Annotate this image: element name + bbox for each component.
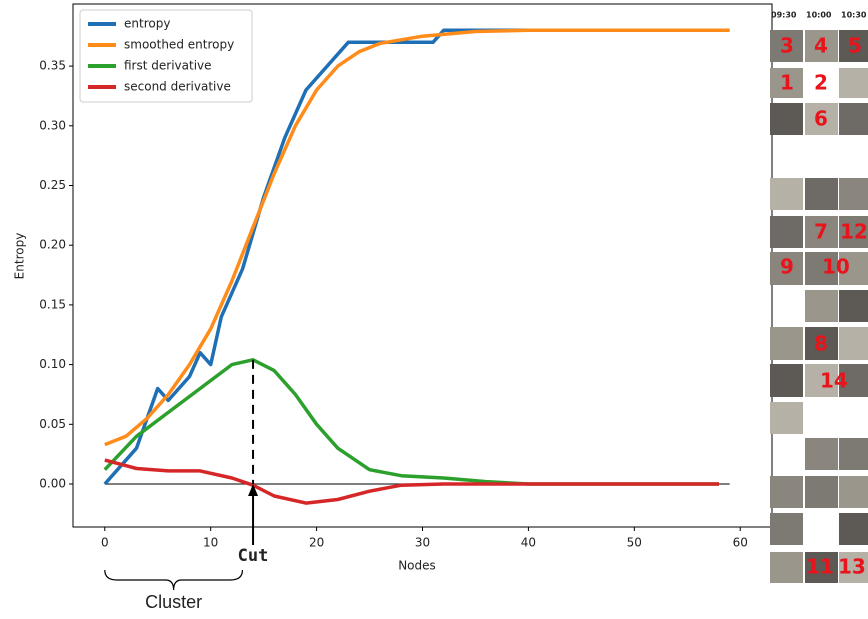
thumbnail-number: 2	[814, 71, 828, 95]
thumbnail	[770, 216, 803, 248]
cluster-label: Cluster	[145, 592, 202, 612]
y-tick-label: 0.30	[39, 118, 66, 132]
thumbnail-number: 14	[820, 369, 848, 393]
cluster-brace	[104, 569, 244, 591]
y-tick-label: 0.25	[39, 178, 66, 192]
thumbnail-number: 11	[806, 555, 834, 579]
thumbnail-number: 13	[838, 555, 866, 579]
thumbnail	[770, 552, 803, 583]
y-tick-label: 0.20	[39, 238, 66, 252]
thumbnail	[839, 252, 868, 285]
thumbnail	[805, 252, 838, 285]
thumbnail-number: 3	[780, 34, 794, 58]
thumbnail	[770, 327, 803, 360]
thumbnail	[839, 30, 868, 62]
thumbnail-number: 7	[814, 220, 828, 244]
thumbnail	[839, 327, 868, 360]
thumbnail	[839, 552, 868, 583]
thumbnail-number: 1	[780, 71, 794, 95]
y-axis-label: Entropy	[13, 233, 27, 280]
thumbnail	[839, 290, 868, 322]
legend-label: entropy	[124, 17, 170, 31]
thumbnail	[805, 30, 838, 62]
time-label: 10:30	[841, 11, 867, 20]
thumbnail	[839, 216, 868, 248]
thumbnail-number: 10	[822, 255, 850, 279]
thumbnail	[805, 552, 838, 583]
x-tick-label: 20	[309, 536, 324, 550]
y-tick-label: 0.15	[39, 297, 66, 311]
x-tick-label: 50	[627, 536, 642, 550]
thumbnail	[770, 402, 803, 434]
thumbnail-number: 6	[814, 107, 828, 131]
series-line	[103, 358, 719, 486]
thumbnail-number: 9	[780, 255, 794, 279]
thumbnail	[770, 513, 803, 545]
thumbnail-number: 5	[848, 34, 862, 58]
thumbnail	[770, 30, 803, 62]
thumbnail-number: 8	[814, 332, 828, 356]
thumbnail	[770, 68, 803, 98]
thumbnail	[839, 68, 868, 98]
legend-label: second derivative	[124, 80, 231, 94]
thumbnail	[805, 476, 838, 508]
thumbnail	[839, 476, 868, 508]
thumbnail	[839, 364, 868, 397]
thumbnail	[805, 438, 838, 470]
legend: entropy smoothed entropy first derivative s…	[79, 9, 253, 103]
legend-box	[79, 9, 253, 103]
thumbnail	[839, 513, 868, 545]
cut-arrow-head	[248, 484, 259, 497]
y-tick-label: 0.05	[39, 417, 66, 431]
series-line	[104, 458, 719, 505]
x-axis-label: Nodes	[398, 559, 436, 573]
x-tick-label: 40	[521, 536, 536, 550]
time-label: 09:30	[771, 11, 797, 20]
thumbnail-number: 12	[840, 220, 868, 244]
y-tick-label: 0.10	[39, 357, 66, 371]
time-label: 10:00	[806, 11, 832, 20]
thumbnail	[805, 364, 838, 397]
thumbnail	[770, 252, 803, 285]
thumbnail	[839, 438, 868, 470]
y-tick-label: 0.00	[39, 477, 66, 491]
series-line	[104, 28, 730, 447]
thumbnail	[770, 476, 803, 508]
thumbnail	[770, 364, 803, 397]
y-tick-label: 0.35	[39, 59, 66, 73]
thumbnail-number: 4	[814, 34, 828, 58]
thumbnail	[805, 290, 838, 322]
thumbnail	[770, 178, 803, 210]
thumbnail	[805, 178, 838, 210]
x-tick-label: 0	[101, 536, 109, 550]
legend-label: first derivative	[124, 59, 212, 73]
x-tick-label: 10	[203, 536, 218, 550]
cut-label: Cut	[238, 546, 269, 566]
thumbnail	[805, 327, 838, 360]
x-tick-label: 30	[415, 536, 430, 550]
thumbnail	[839, 103, 868, 135]
legend-label: smoothed entropy	[124, 38, 234, 52]
thumbnail	[770, 103, 803, 135]
x-tick-label: 60	[733, 536, 748, 550]
thumbnail	[839, 178, 868, 210]
thumbnail	[805, 216, 838, 248]
thumbnail	[805, 103, 838, 135]
